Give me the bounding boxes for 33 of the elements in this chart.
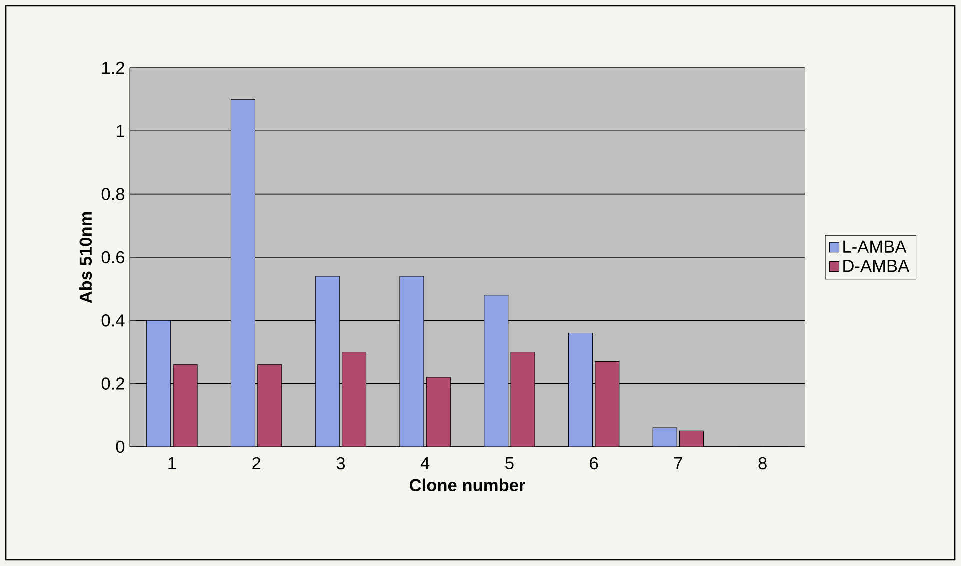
bar: [653, 428, 678, 447]
bar: [174, 364, 198, 447]
x-tick-label: 1: [168, 457, 176, 470]
y-tick-label: 0.8: [102, 188, 125, 200]
bar: [680, 431, 704, 447]
bar: [511, 352, 536, 447]
bar: [426, 378, 451, 447]
bar: [231, 100, 256, 447]
bar: [400, 276, 424, 447]
y-tick-label: 0: [116, 440, 125, 454]
x-tick-label: 7: [674, 457, 682, 470]
y-tick-label: 0.2: [102, 378, 124, 390]
y-tick-label: 1: [116, 125, 124, 138]
bar: [568, 333, 593, 447]
bar: [595, 362, 620, 447]
x-tick-label: 3: [336, 457, 346, 470]
bar: [258, 364, 282, 447]
bar: [484, 295, 508, 447]
bar: [342, 352, 366, 447]
bar: [146, 320, 171, 447]
y-tick-label: 1.2: [102, 62, 124, 74]
y-tick-label: 0.4: [102, 314, 125, 327]
y-axis-title: Abs 510nm: [79, 212, 92, 304]
x-tick-label: 8: [758, 457, 767, 470]
y-tick-label: 0.6: [102, 251, 125, 264]
x-tick-label: 6: [590, 457, 598, 470]
x-axis-title: Clone number: [410, 478, 526, 492]
legend-label: L-AMBA: [844, 240, 907, 253]
legend-label: D-AMBA: [844, 260, 910, 272]
x-tick-label: 4: [420, 457, 430, 470]
x-tick-label: 2: [252, 457, 261, 470]
bar: [316, 276, 340, 447]
x-tick-label: 5: [506, 457, 514, 470]
